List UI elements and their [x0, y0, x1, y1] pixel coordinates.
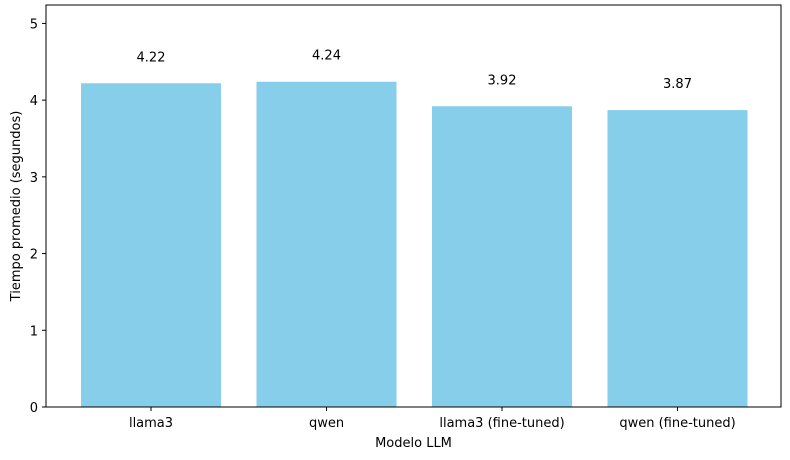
y-tick-label: 4	[30, 94, 38, 109]
bar	[256, 81, 397, 407]
y-tick-label: 1	[30, 324, 38, 339]
bar	[607, 110, 748, 407]
bar	[432, 106, 572, 407]
y-axis-ticks: 0 1 2 3 4 5	[30, 17, 46, 416]
bar-value-label: 3.87	[663, 77, 692, 92]
x-axis-ticks: llama3 qwen llama3 (fine-tuned) qwen (fine-…	[129, 407, 736, 431]
y-tick-label: 3	[30, 171, 38, 186]
bar-value-label: 3.92	[488, 73, 517, 88]
data-labels-layer: 4.22 4.24 3.92 3.87	[137, 49, 692, 92]
x-tick-label: qwen	[309, 416, 344, 431]
bar-value-label: 4.24	[312, 49, 341, 64]
bar	[81, 83, 221, 408]
x-axis-label: Modelo LLM	[375, 436, 452, 451]
plot-frame	[45, 4, 782, 408]
bars-layer	[81, 81, 748, 408]
y-tick-label: 0	[30, 401, 38, 416]
x-tick-label: llama3	[129, 416, 173, 431]
bar-value-label: 4.22	[137, 50, 166, 65]
y-tick-label: 5	[30, 17, 38, 32]
x-tick-label: llama3 (fine-tuned)	[439, 416, 564, 431]
y-axis-label: Tiempo promedio (segundos)	[9, 111, 24, 303]
x-tick-label: qwen (fine-tuned)	[619, 416, 735, 431]
y-tick-label: 2	[30, 248, 38, 263]
